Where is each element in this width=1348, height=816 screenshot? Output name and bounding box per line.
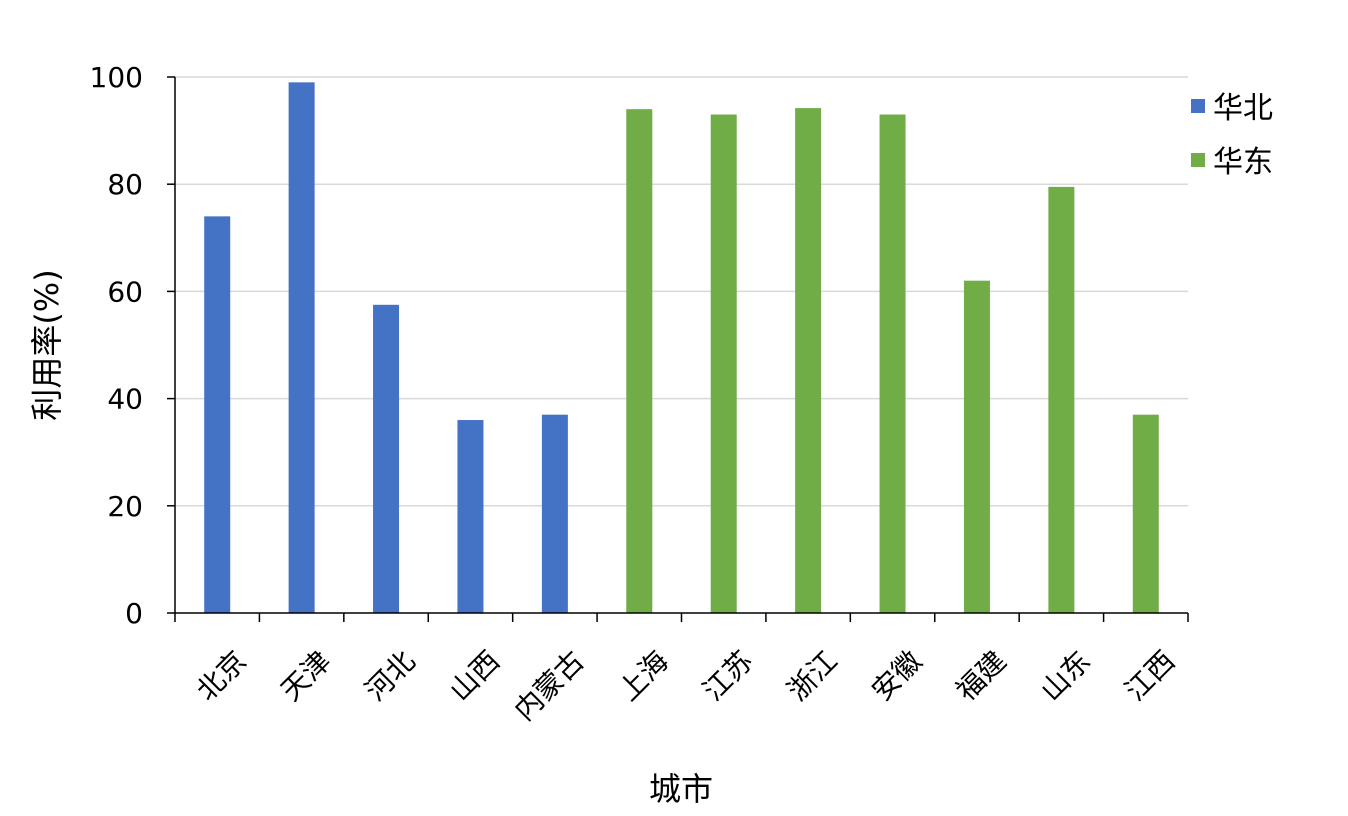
bar-华东-江苏	[710, 114, 737, 614]
x-tick-label: 山西	[443, 644, 506, 707]
bar-华东-江西	[1132, 414, 1159, 613]
x-tick-label: 福建	[950, 644, 1013, 707]
x-tick-label: 天津	[274, 644, 337, 707]
y-tick-label: 0	[125, 597, 143, 630]
y-tick-label: 80	[107, 168, 143, 201]
bar-华东-上海	[626, 109, 653, 613]
bar-华北-天津	[288, 82, 315, 614]
x-tick-label: 北京	[190, 644, 253, 707]
x-tick-label: 江西	[1119, 644, 1182, 707]
y-tick-labels: 0 20 40 60 80 100	[90, 61, 143, 630]
axes	[167, 76, 1189, 622]
y-tick-label: 40	[107, 383, 143, 416]
y-tick-label: 60	[107, 275, 143, 308]
x-tick-label: 山东	[1034, 644, 1097, 707]
bar-华北-北京	[204, 216, 231, 614]
x-tick-label: 上海	[612, 644, 675, 707]
bar-华北-内蒙古	[541, 414, 568, 613]
bars	[204, 82, 1159, 614]
x-tick-label: 浙江	[781, 644, 844, 707]
gridlines	[175, 76, 1188, 507]
legend-swatch	[1191, 99, 1205, 113]
legend-swatch	[1191, 153, 1205, 167]
legend-label: 华北	[1213, 91, 1273, 126]
legend-label: 华东	[1213, 145, 1273, 180]
y-axis-title: 利用率(%)	[28, 269, 66, 420]
bar-华东-安徽	[879, 114, 906, 614]
y-tick-label: 100	[90, 61, 143, 94]
bar-华北-山西	[457, 420, 484, 613]
bar-华东-福建	[963, 280, 990, 613]
x-tick-label: 内蒙古	[508, 644, 591, 727]
bar-华北-河北	[373, 304, 400, 613]
x-tick-labels: 北京 天津 河北 山西 内蒙古 上海 江苏 浙江 安徽 福建 山东 江西	[190, 644, 1182, 727]
y-tick-label: 20	[107, 490, 143, 523]
x-tick-label: 安徽	[865, 644, 928, 707]
x-axis-title: 城市	[649, 770, 713, 808]
x-tick-label: 河北	[359, 644, 422, 707]
bar-华东-浙江	[795, 108, 822, 613]
x-tick-label: 江苏	[696, 644, 759, 707]
bar-华东-山东	[1048, 186, 1075, 613]
